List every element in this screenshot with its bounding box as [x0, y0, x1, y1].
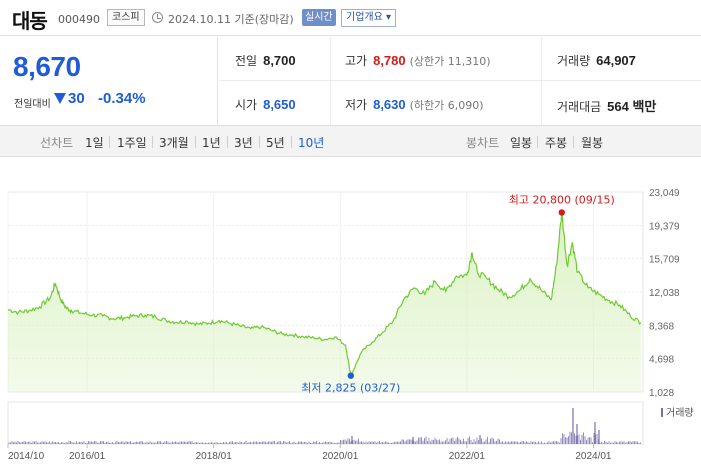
company-overview-dropdown[interactable]: 기업개요 ▾ — [341, 9, 396, 27]
x-tick-label: 2020/01 — [322, 451, 359, 462]
candle-chart-label: 봉차트 — [466, 136, 500, 150]
divider — [330, 37, 331, 125]
y-tick-label: 1,028 — [649, 388, 674, 399]
current-price: 8,670 — [13, 51, 81, 82]
x-tick-label: 2014/10 — [8, 451, 45, 462]
stats-row: 전일 8,700 고가 8,780 (상한가 11,310) 거래량 64,907 — [219, 37, 701, 81]
divider — [537, 136, 538, 148]
volume-legend-swatch — [661, 408, 663, 417]
price-area — [8, 212, 641, 392]
y-tick-label: 15,709 — [649, 255, 680, 266]
x-tick-label: 2016/01 — [69, 451, 106, 462]
period-1d-button[interactable]: 1일 — [85, 136, 104, 150]
chart-toolbar: 선차트 1일 1주일 3개월 1년 3년 5년 10년 봉차트 일봉 주봉 월봉 — [0, 125, 701, 157]
x-tick-label: 2022/01 — [449, 451, 486, 462]
down-arrow-icon — [54, 93, 66, 104]
divider — [227, 136, 228, 148]
stock-code: 000490 — [58, 13, 100, 26]
period-3m-button[interactable]: 3개월 — [159, 136, 189, 150]
divider — [541, 37, 542, 125]
divider — [259, 136, 260, 148]
change-percent: -0.34% — [98, 90, 146, 107]
y-tick-label: 23,049 — [649, 188, 680, 199]
stat-amount: 거래대금 564 백만 — [557, 99, 657, 114]
max-point-marker — [558, 209, 565, 216]
candle-monthly-button[interactable]: 월봉 — [581, 136, 604, 150]
price-chart[interactable]: 23,049 19,379 15,709 12,038 8,368 4,698 1,028 2… — [0, 157, 701, 474]
price-summary: 8,670 전일대비 30 -0.34% — [0, 37, 218, 125]
max-price-label: 최고 20,800 (09/15) — [509, 193, 615, 206]
min-point-marker — [347, 372, 355, 379]
stat-open: 시가 8,650 — [235, 97, 296, 112]
y-tick-label: 12,038 — [649, 288, 680, 299]
divider — [195, 136, 196, 148]
y-tick-label: 19,379 — [649, 221, 680, 232]
candle-weekly-button[interactable]: 주봉 — [545, 136, 568, 150]
period-10y-button[interactable]: 10년 — [298, 136, 325, 150]
candle-daily-button[interactable]: 일봉 — [510, 136, 533, 150]
stock-header: 대동 000490 코스피 2024.10.11 기준(장마감) 실시간 기업개… — [0, 0, 701, 36]
change-value: 30 — [68, 90, 85, 107]
change-label: 전일대비 — [14, 99, 51, 110]
clock-icon — [152, 12, 163, 23]
price-stats: 전일 8,700 고가 8,780 (상한가 11,310) 거래량 64,907 시가… — [219, 37, 701, 125]
stat-high: 고가 8,780 (상한가 11,310) — [345, 53, 491, 68]
y-tick-label: 8,368 — [649, 321, 674, 332]
divider — [291, 136, 292, 148]
divider — [109, 136, 110, 148]
divider — [152, 136, 153, 148]
stat-low: 저가 8,630 (하한가 6,090) — [345, 97, 484, 112]
stats-row: 시가 8,650 저가 8,630 (하한가 6,090) 거래대금 564 백만 — [219, 81, 701, 125]
volume-frame — [7, 401, 644, 445]
market-badge: 코스피 — [107, 9, 145, 26]
stat-volume: 거래량 64,907 — [557, 53, 636, 68]
stat-prev-close: 전일 8,700 — [235, 53, 296, 68]
stock-name: 대동 — [12, 9, 48, 33]
period-5y-button[interactable]: 5년 — [266, 136, 285, 150]
y-tick-label: 4,698 — [649, 355, 674, 366]
x-tick-label: 2024/01 — [575, 451, 612, 462]
line-chart-label: 선차트 — [40, 136, 74, 150]
min-price-label: 최저 2,825 (03/27) — [301, 382, 400, 395]
volume-legend-label: 거래량 — [666, 407, 694, 419]
quote-date: 2024.10.11 기준(장마감) — [168, 13, 294, 26]
realtime-button[interactable]: 실시간 — [302, 9, 336, 26]
x-tick-label: 2018/01 — [196, 451, 233, 462]
divider — [573, 136, 574, 148]
period-3y-button[interactable]: 3년 — [234, 136, 253, 150]
chart-canvas[interactable]: 23,049 19,379 15,709 12,038 8,368 4,698 1,028 2… — [0, 157, 701, 474]
period-1y-button[interactable]: 1년 — [202, 136, 221, 150]
period-1w-button[interactable]: 1주일 — [117, 136, 147, 150]
price-line — [7, 212, 642, 378]
